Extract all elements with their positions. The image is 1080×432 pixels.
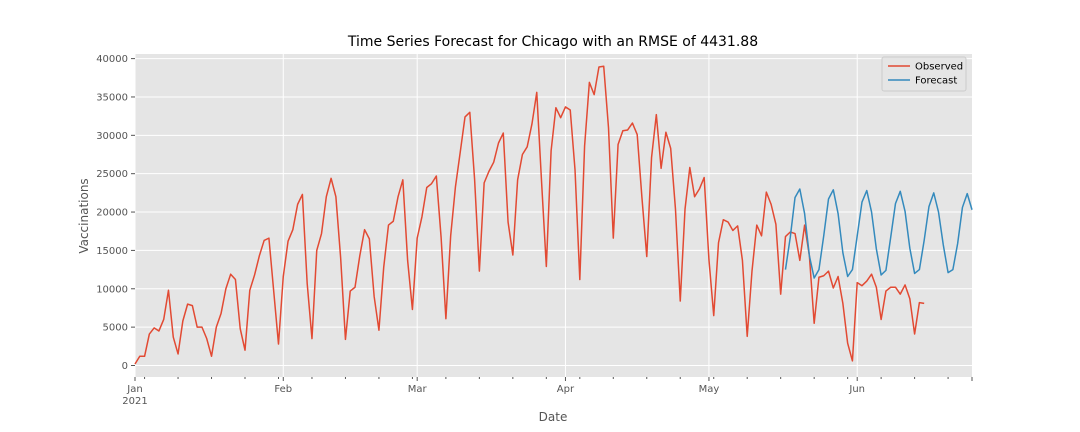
plot-background — [135, 54, 972, 377]
x-tick-label: May — [699, 384, 720, 395]
x-tick-label: Feb — [274, 384, 292, 395]
y-tick-label: 30000 — [96, 131, 128, 142]
y-tick-label: 25000 — [96, 169, 128, 180]
series-line-observed — [134, 65, 925, 365]
x-tick-label: Apr — [557, 384, 575, 395]
chart-title: Time Series Forecast for Chicago with an… — [347, 34, 758, 50]
x-axis-label: Date — [539, 410, 568, 424]
x-tick-label: Jun — [848, 384, 865, 395]
x-tick-sublabel: 2021 — [122, 396, 147, 407]
x-tick-label: Jan — [126, 384, 142, 395]
y-tick-label: 15000 — [96, 246, 128, 257]
y-tick-label: 40000 — [96, 54, 128, 65]
y-tick-label: 10000 — [96, 284, 128, 295]
legend-label-observed: Observed — [915, 62, 963, 73]
legend-label-forecast: Forecast — [915, 76, 957, 87]
y-tick-label: 5000 — [103, 323, 128, 334]
y-tick-label: 0 — [122, 361, 128, 372]
y-tick-label: 20000 — [96, 208, 128, 219]
x-tick-label: Mar — [408, 384, 428, 395]
legend: Observed Forecast — [881, 56, 967, 92]
axes: 0 5000 10000 15000 20000 25000 30000 35000 40000… — [96, 54, 973, 407]
grid-lines — [134, 54, 972, 377]
y-tick-label: 35000 — [96, 92, 128, 103]
y-axis-label: Vaccinations — [77, 178, 91, 253]
series-line-forecast — [784, 188, 973, 279]
series-lines — [134, 65, 973, 365]
